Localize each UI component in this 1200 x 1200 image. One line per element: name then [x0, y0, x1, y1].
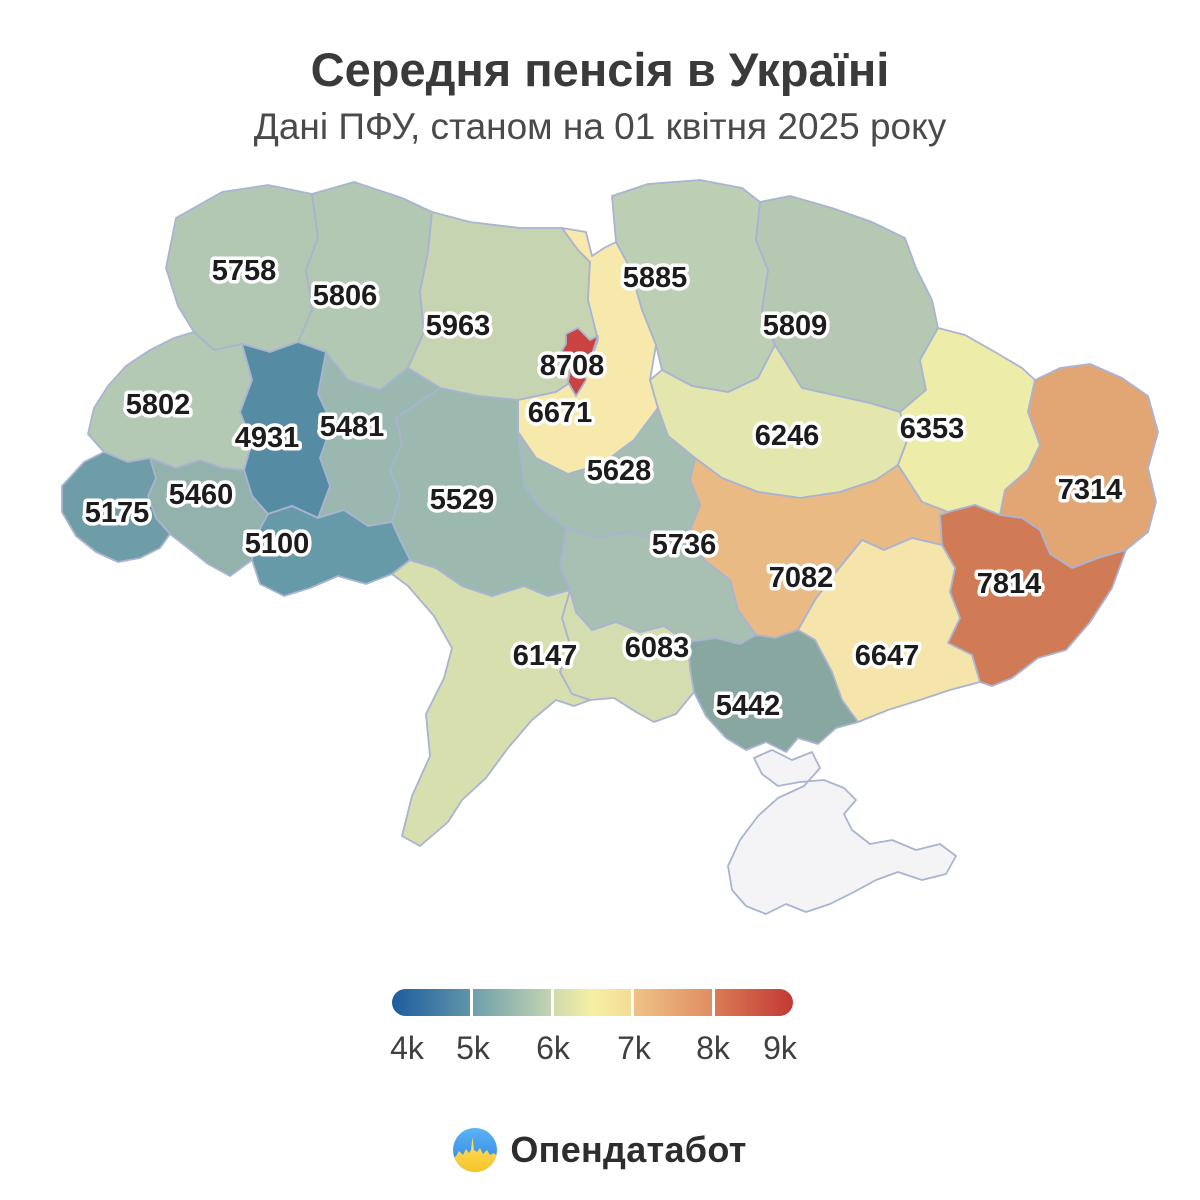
region-odesa [391, 559, 591, 847]
legend-tick-7k: 7k [617, 1030, 651, 1066]
region-value-chernivtsi: 5100 [245, 528, 310, 560]
logo-skyline [453, 1137, 498, 1172]
page-title: Середня пенсія в Україні [310, 43, 890, 96]
region-value-zakarpattia: 5175 [85, 497, 150, 529]
opendatabot-logo-icon [453, 1128, 498, 1172]
opendatabot-logo-text: Опендатабот [510, 1129, 747, 1170]
legend-segment-4 [634, 989, 713, 1016]
region-value-kirovohrad: 5736 [652, 529, 717, 561]
region-value-volyn: 5758 [212, 255, 277, 287]
region-value-rivne: 5806 [313, 280, 378, 312]
region-value-dnipro: 7082 [769, 562, 834, 594]
legend-tick-9k: 9k [763, 1030, 797, 1066]
region-value-kyiv-city: 8708 [540, 350, 605, 382]
legend-segment-5 [715, 989, 793, 1016]
region-value-luhansk: 7314 [1058, 474, 1123, 506]
region-value-odesa: 6147 [513, 640, 578, 672]
legend-ticks: 4k 5k 6k 7k 8k 9k [390, 1030, 797, 1072]
region-value-ternopil: 4931 [235, 422, 300, 454]
legend-tick-5k: 5k [456, 1030, 490, 1066]
region-value-donetsk: 7814 [977, 568, 1042, 600]
legend-segment-3 [553, 989, 632, 1016]
region-kherson [687, 629, 859, 753]
region-kyiv-city [559, 327, 599, 397]
footer: Опендатабот [0, 1128, 1200, 1172]
region-value-vinnytsia: 5529 [430, 484, 495, 516]
page-subtitle: Дані ПФУ, станом на 01 квітня 2025 року [253, 106, 947, 147]
region-value-cherkasy: 5628 [587, 455, 652, 487]
region-zakarpattia [61, 451, 171, 563]
region-value-lviv: 5802 [126, 389, 191, 421]
region-value-khmelnytskyi: 5481 [320, 411, 385, 443]
region-value-zhytomyr: 5963 [426, 310, 491, 342]
legend-tick-6k: 6k [536, 1030, 570, 1066]
legend-segment-2 [472, 989, 551, 1016]
legend-tick-8k: 8k [696, 1030, 730, 1066]
region-value-kharkiv: 6353 [900, 413, 965, 445]
legend-tick-4k: 4k [390, 1030, 424, 1066]
region-value-kherson: 5442 [716, 690, 781, 722]
region-value-mykolaiv: 6083 [625, 632, 690, 664]
legend-colorbar [392, 989, 793, 1016]
region-value-zaporizhzhia: 6647 [855, 640, 920, 672]
region-chernivtsi [251, 505, 411, 597]
region-value-poltava: 6246 [755, 420, 820, 452]
region-value-sumy: 5809 [763, 310, 828, 342]
region-value-ivano-frankivsk: 5460 [169, 479, 234, 511]
region-value-chernihiv: 5885 [623, 262, 688, 294]
legend-segment-1 [392, 989, 470, 1016]
region-value-kyiv-oblast: 6671 [528, 397, 593, 429]
region-crimea [727, 749, 957, 915]
